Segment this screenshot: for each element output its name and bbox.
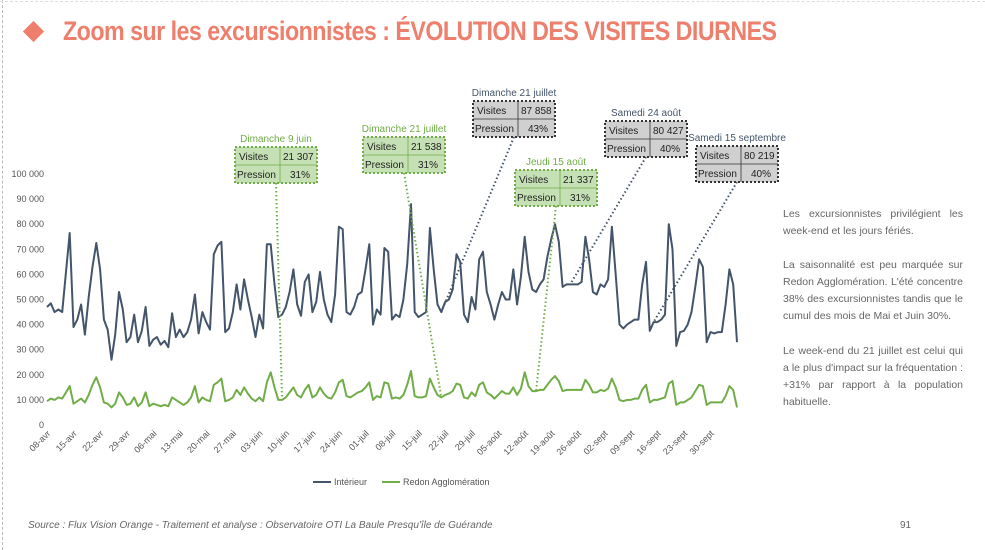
comment-paragraph-2: La saisonnalité est peu marquée sur Redo…: [783, 259, 963, 322]
page-title: Zoom sur les excursionnistes : ÉVOLUTION…: [63, 16, 777, 46]
callout-visites-value: 87 858: [521, 106, 552, 117]
x-tick-label: 26-août: [555, 428, 584, 457]
x-tick-label: 08-avr: [27, 428, 52, 453]
callout-visites-label: Visites: [477, 106, 506, 117]
x-axis: 08-avr 15-avr 22-avr 29-avr 06-mai 13-mai 20-m…: [27, 428, 716, 457]
y-tick-label: 20 000: [16, 370, 44, 380]
callout-visites-value: 21 337: [563, 175, 594, 186]
callout-leader-line: [535, 205, 557, 392]
callout-date: Samedi 24 août: [611, 108, 681, 119]
callout-date: Dimanche 21 juillet: [362, 124, 447, 135]
x-tick-label: 02-sept: [581, 428, 610, 457]
comment-paragraph-3: Le week-end du 21 juillet est celui qui …: [783, 345, 963, 408]
callout-visites-value: 80 427: [653, 126, 684, 137]
x-tick-label: 12-août: [501, 428, 530, 457]
callout-pression-value: 31%: [570, 193, 590, 204]
x-tick-label: 27-mai: [212, 428, 239, 455]
y-tick-label: 30 000: [16, 345, 44, 355]
callout-visites-label: Visites: [367, 142, 396, 153]
x-tick-label: 29-juil: [453, 428, 477, 452]
x-tick-label: 01-juil: [347, 428, 371, 452]
callout-date: Dimanche 9 juin: [240, 134, 312, 145]
x-tick-label: 19-août: [528, 428, 557, 457]
x-tick-label: 24-juin: [318, 428, 344, 454]
callout-date: Jeudi 15 août: [526, 157, 586, 168]
x-tick-label: 13-mai: [159, 428, 186, 455]
callout-box: Samedi 15 septembre Visites 80 219 Pression…: [688, 133, 786, 183]
x-tick-label: 16-sept: [634, 428, 663, 457]
callout-visites-label: Visites: [519, 175, 548, 186]
page-number: 91: [900, 520, 912, 531]
y-tick-label: 40 000: [16, 320, 44, 330]
series-line-redon: [46, 370, 738, 409]
x-tick-label: 17-juin: [292, 428, 318, 454]
callout-leader-line: [569, 156, 647, 285]
x-tick-label: 15-avr: [54, 428, 79, 453]
top-dashed-border: [0, 1, 985, 2]
x-tick-label: 22-avr: [80, 428, 105, 453]
x-tick-label: 10-juin: [265, 428, 291, 454]
callout-visites-value: 80 219: [744, 151, 775, 162]
legend-label: Intérieur: [334, 477, 367, 487]
callout-box: Dimanche 21 juillet Visites 21 538 Pression…: [362, 124, 447, 174]
y-tick-label: 70 000: [16, 244, 44, 254]
x-tick-label: 22-juil: [426, 428, 450, 452]
callout-pression-label: Pression: [607, 144, 646, 155]
x-tick-label: 05-août: [475, 428, 504, 457]
x-tick-label: 08-juil: [373, 428, 397, 452]
y-tick-label: 60 000: [16, 269, 44, 279]
source-footer: Source : Flux Vision Orange - Traitement…: [28, 520, 493, 531]
callout-visites-label: Visites: [239, 152, 268, 163]
callout-leader-line: [275, 182, 284, 400]
callout-pression-label: Pression: [475, 124, 514, 135]
callout-visites-value: 21 307: [283, 152, 314, 163]
callout-visites-label: Visites: [609, 126, 638, 137]
x-tick-label: 30-sept: [688, 428, 717, 457]
left-dashed-border: [2, 0, 3, 550]
series-layer: [46, 203, 738, 409]
y-tick-label: 90 000: [16, 194, 44, 204]
chart-legend: Intérieur Redon Agglomération: [313, 477, 490, 487]
callout-visites-label: Visites: [700, 151, 729, 162]
callout-visites-value: 21 538: [411, 142, 442, 153]
y-tick-label: 80 000: [16, 219, 44, 229]
callout-pression-label: Pression: [237, 170, 276, 181]
y-tick-label: 10 000: [16, 395, 44, 405]
y-tick-label: 0: [39, 420, 44, 430]
x-tick-label: 09-sept: [608, 428, 637, 457]
callout-date: Dimanche 21 juillet: [472, 88, 557, 99]
title-row: Zoom sur les excursionnistes : ÉVOLUTION…: [22, 16, 893, 47]
x-tick-label: 06-mai: [132, 428, 159, 455]
y-tick-label: 50 000: [16, 295, 44, 305]
comment-paragraph-1: Les excursionnistes privilégient les wee…: [783, 208, 963, 237]
callout-box: Dimanche 21 juillet Visites 87 858 Pression…: [472, 88, 557, 138]
callout-pression-value: 43%: [528, 124, 548, 135]
callout-box: Jeudi 15 août Visites 21 337 Pression 31%: [514, 157, 598, 207]
callout-pression-label: Pression: [698, 169, 737, 180]
x-tick-label: 15-juil: [400, 428, 424, 452]
callout-pression-value: 40%: [660, 144, 680, 155]
y-tick-label: 100 000: [11, 169, 44, 179]
legend-label: Redon Agglomération: [403, 477, 490, 487]
callout-pression-label: Pression: [365, 160, 404, 171]
callout-pression-value: 40%: [751, 169, 771, 180]
x-tick-label: 20-mai: [185, 428, 212, 455]
callout-pression-value: 31%: [290, 170, 310, 181]
x-tick-label: 03-juin: [239, 428, 265, 454]
callout-pression-value: 31%: [418, 160, 438, 171]
callout-box: Dimanche 9 juin Visites 21 307 Pression 31%: [234, 134, 318, 184]
series-line-interieur: [46, 203, 738, 361]
callout-pression-label: Pression: [517, 193, 556, 204]
callout-date: Samedi 15 septembre: [688, 133, 786, 144]
callout-box: Samedi 24 août Visites 80 427 Pression 40%: [604, 108, 688, 158]
y-axis: 0 10 000 20 000 30 000 40 000 50 000 60 000 70 …: [11, 169, 44, 430]
callout-leader-line: [652, 181, 738, 323]
x-tick-label: 23-sept: [661, 428, 690, 457]
x-tick-label: 29-avr: [107, 428, 132, 453]
callout-leaders: [275, 136, 738, 400]
